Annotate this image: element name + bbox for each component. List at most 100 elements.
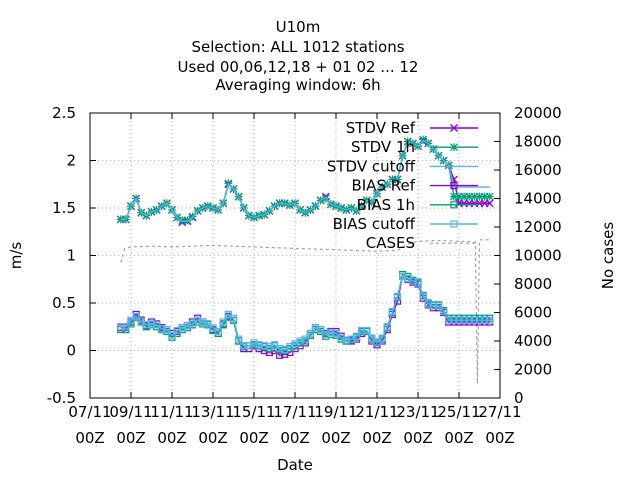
- data-point: [183, 216, 192, 225]
- data-point: [122, 323, 130, 331]
- y-tick-label: 0.5: [52, 294, 76, 312]
- legend-label: BIAS 1h: [357, 196, 415, 214]
- x-tick-label: 00Z: [116, 429, 145, 447]
- legend-label: BIAS Ref: [351, 177, 415, 195]
- data-point: [147, 320, 156, 328]
- y2-tick-label: 16000: [514, 161, 562, 179]
- data-point: [419, 292, 427, 300]
- data-point: [327, 328, 335, 337]
- data-point: [337, 334, 345, 342]
- x-tick-label: 19/11: [314, 403, 357, 421]
- marker-stroke: [485, 199, 494, 208]
- y-tick-label: 1.5: [52, 199, 76, 217]
- x-tick-label: 17/11: [273, 403, 316, 421]
- data-point: [132, 312, 140, 320]
- y-tick-label: 2: [66, 152, 76, 170]
- data-point: [460, 316, 468, 324]
- title-line-4: Averaging window: 6h: [215, 76, 380, 94]
- data-point: [224, 310, 232, 318]
- legend-marker: [450, 201, 458, 209]
- y-tick-label: -0.5: [47, 389, 76, 407]
- legend-marker: [450, 182, 458, 190]
- data-point: [486, 316, 494, 324]
- data-point: [363, 326, 371, 335]
- marker-stroke: [450, 124, 458, 132]
- data-point: [424, 300, 432, 308]
- data-point: [475, 316, 484, 324]
- data-point: [465, 316, 473, 324]
- series-bias-1h: [117, 270, 494, 355]
- data-point: [260, 346, 268, 355]
- x-tick-label: 00Z: [362, 429, 391, 447]
- data-point: [445, 316, 453, 324]
- x-tick-label: 00Z: [444, 429, 473, 447]
- series-layer: [116, 135, 494, 384]
- legend-marker: [450, 143, 458, 152]
- x-tick-label: 13/11: [191, 403, 234, 421]
- data-point: [470, 316, 478, 324]
- data-point: [235, 335, 243, 343]
- data-point: [352, 332, 361, 340]
- series-line: [120, 239, 490, 384]
- x-tick-label: 21/11: [355, 403, 398, 421]
- x-tick-label: 09/11: [109, 403, 152, 421]
- data-point: [229, 314, 238, 322]
- data-point: [188, 320, 197, 328]
- data-point: [317, 326, 325, 334]
- data-point: [183, 322, 191, 330]
- data-point: [383, 323, 391, 331]
- x-tick-label: 07/11: [68, 403, 111, 421]
- x-tick-label: 00Z: [75, 429, 104, 447]
- y2-tick-label: 14000: [514, 190, 562, 208]
- series-stdv-cutoff: [120, 139, 490, 222]
- y-tick-label: 2.5: [52, 104, 76, 122]
- data-point: [429, 302, 437, 310]
- data-point: [240, 342, 248, 350]
- data-point: [342, 336, 350, 344]
- data-point: [373, 338, 381, 346]
- x-axis-label: Date: [277, 456, 313, 474]
- data-point: [199, 318, 207, 326]
- title-line-2: Selection: ALL 1012 stations: [191, 38, 404, 56]
- y2-tick-label: 2000: [514, 361, 552, 379]
- data-point: [306, 329, 314, 337]
- data-point: [322, 330, 330, 338]
- series-line: [120, 275, 490, 351]
- data-point: [409, 277, 417, 285]
- x-tick-label: 15/11: [232, 403, 275, 421]
- data-point: [127, 316, 135, 324]
- data-point: [260, 342, 268, 350]
- data-point: [378, 334, 386, 342]
- data-point: [485, 192, 494, 201]
- data-point: [142, 321, 150, 329]
- data-point: [178, 324, 186, 332]
- series-bias-ref: [117, 272, 494, 359]
- data-point: [270, 341, 279, 349]
- data-point: [281, 350, 289, 358]
- data-point: [250, 339, 258, 347]
- y-tick-label: 0: [66, 342, 76, 360]
- legend-label: STDV 1h: [351, 138, 415, 156]
- x-tick-label: 27/11: [478, 403, 521, 421]
- data-point: [440, 307, 448, 316]
- x-tick-label: 00Z: [321, 429, 350, 447]
- data-point: [158, 325, 166, 333]
- data-point: [265, 343, 273, 351]
- chart-title: U10m Selection: ALL 1012 stations Used 0…: [178, 18, 419, 94]
- y2-tick-label: 18000: [514, 133, 562, 151]
- y2-tick-label: 8000: [514, 275, 552, 293]
- data-point: [194, 316, 202, 324]
- x-tick-label: 00Z: [198, 429, 227, 447]
- data-point: [153, 321, 161, 329]
- y2-tick-label: 0: [514, 389, 524, 407]
- legend-marker: [450, 220, 458, 228]
- legend-marker: [450, 124, 458, 132]
- x-tick-label: 00Z: [239, 429, 268, 447]
- y2-tick-label: 12000: [514, 218, 562, 236]
- data-point: [414, 279, 422, 287]
- data-point: [204, 320, 212, 328]
- data-point: [399, 272, 407, 280]
